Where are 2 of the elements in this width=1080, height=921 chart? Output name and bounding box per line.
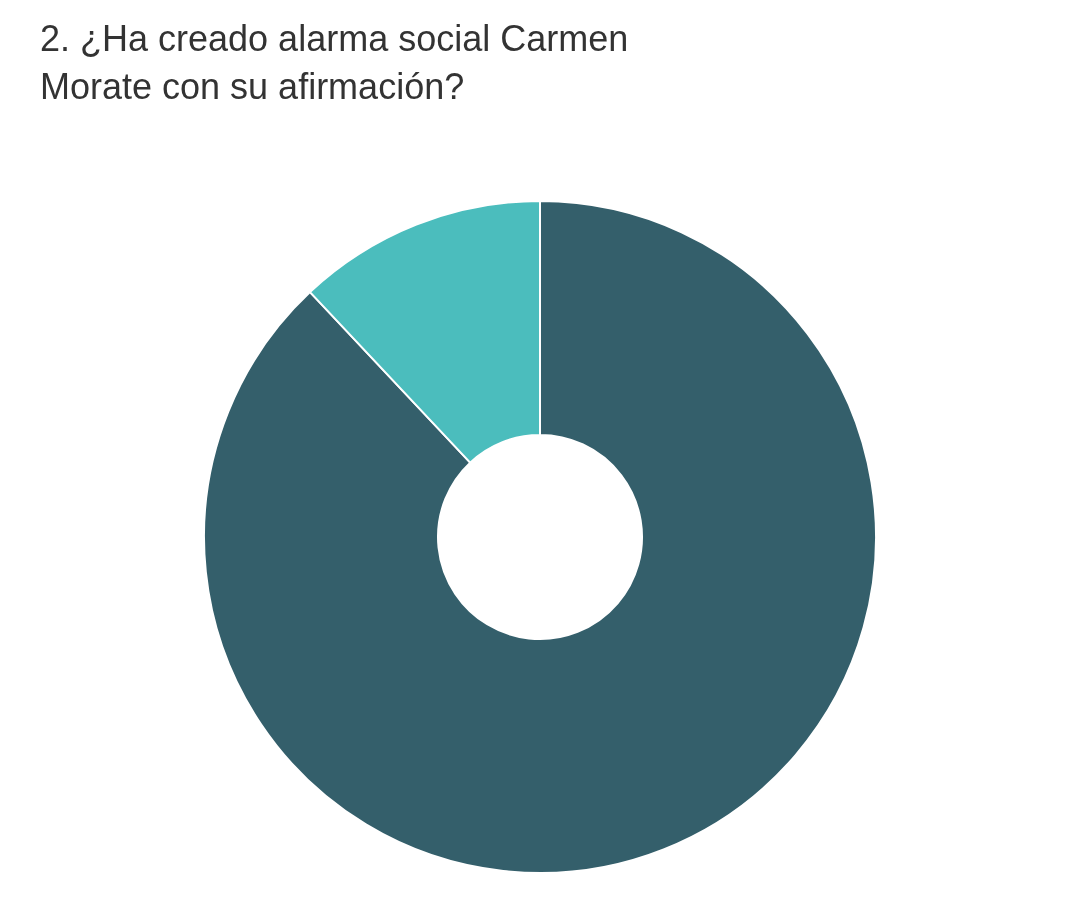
- chart-title: 2. ¿Ha creado alarma social Carmen Morate con su afirmación?: [40, 18, 629, 107]
- donut-slice: [203, 200, 877, 874]
